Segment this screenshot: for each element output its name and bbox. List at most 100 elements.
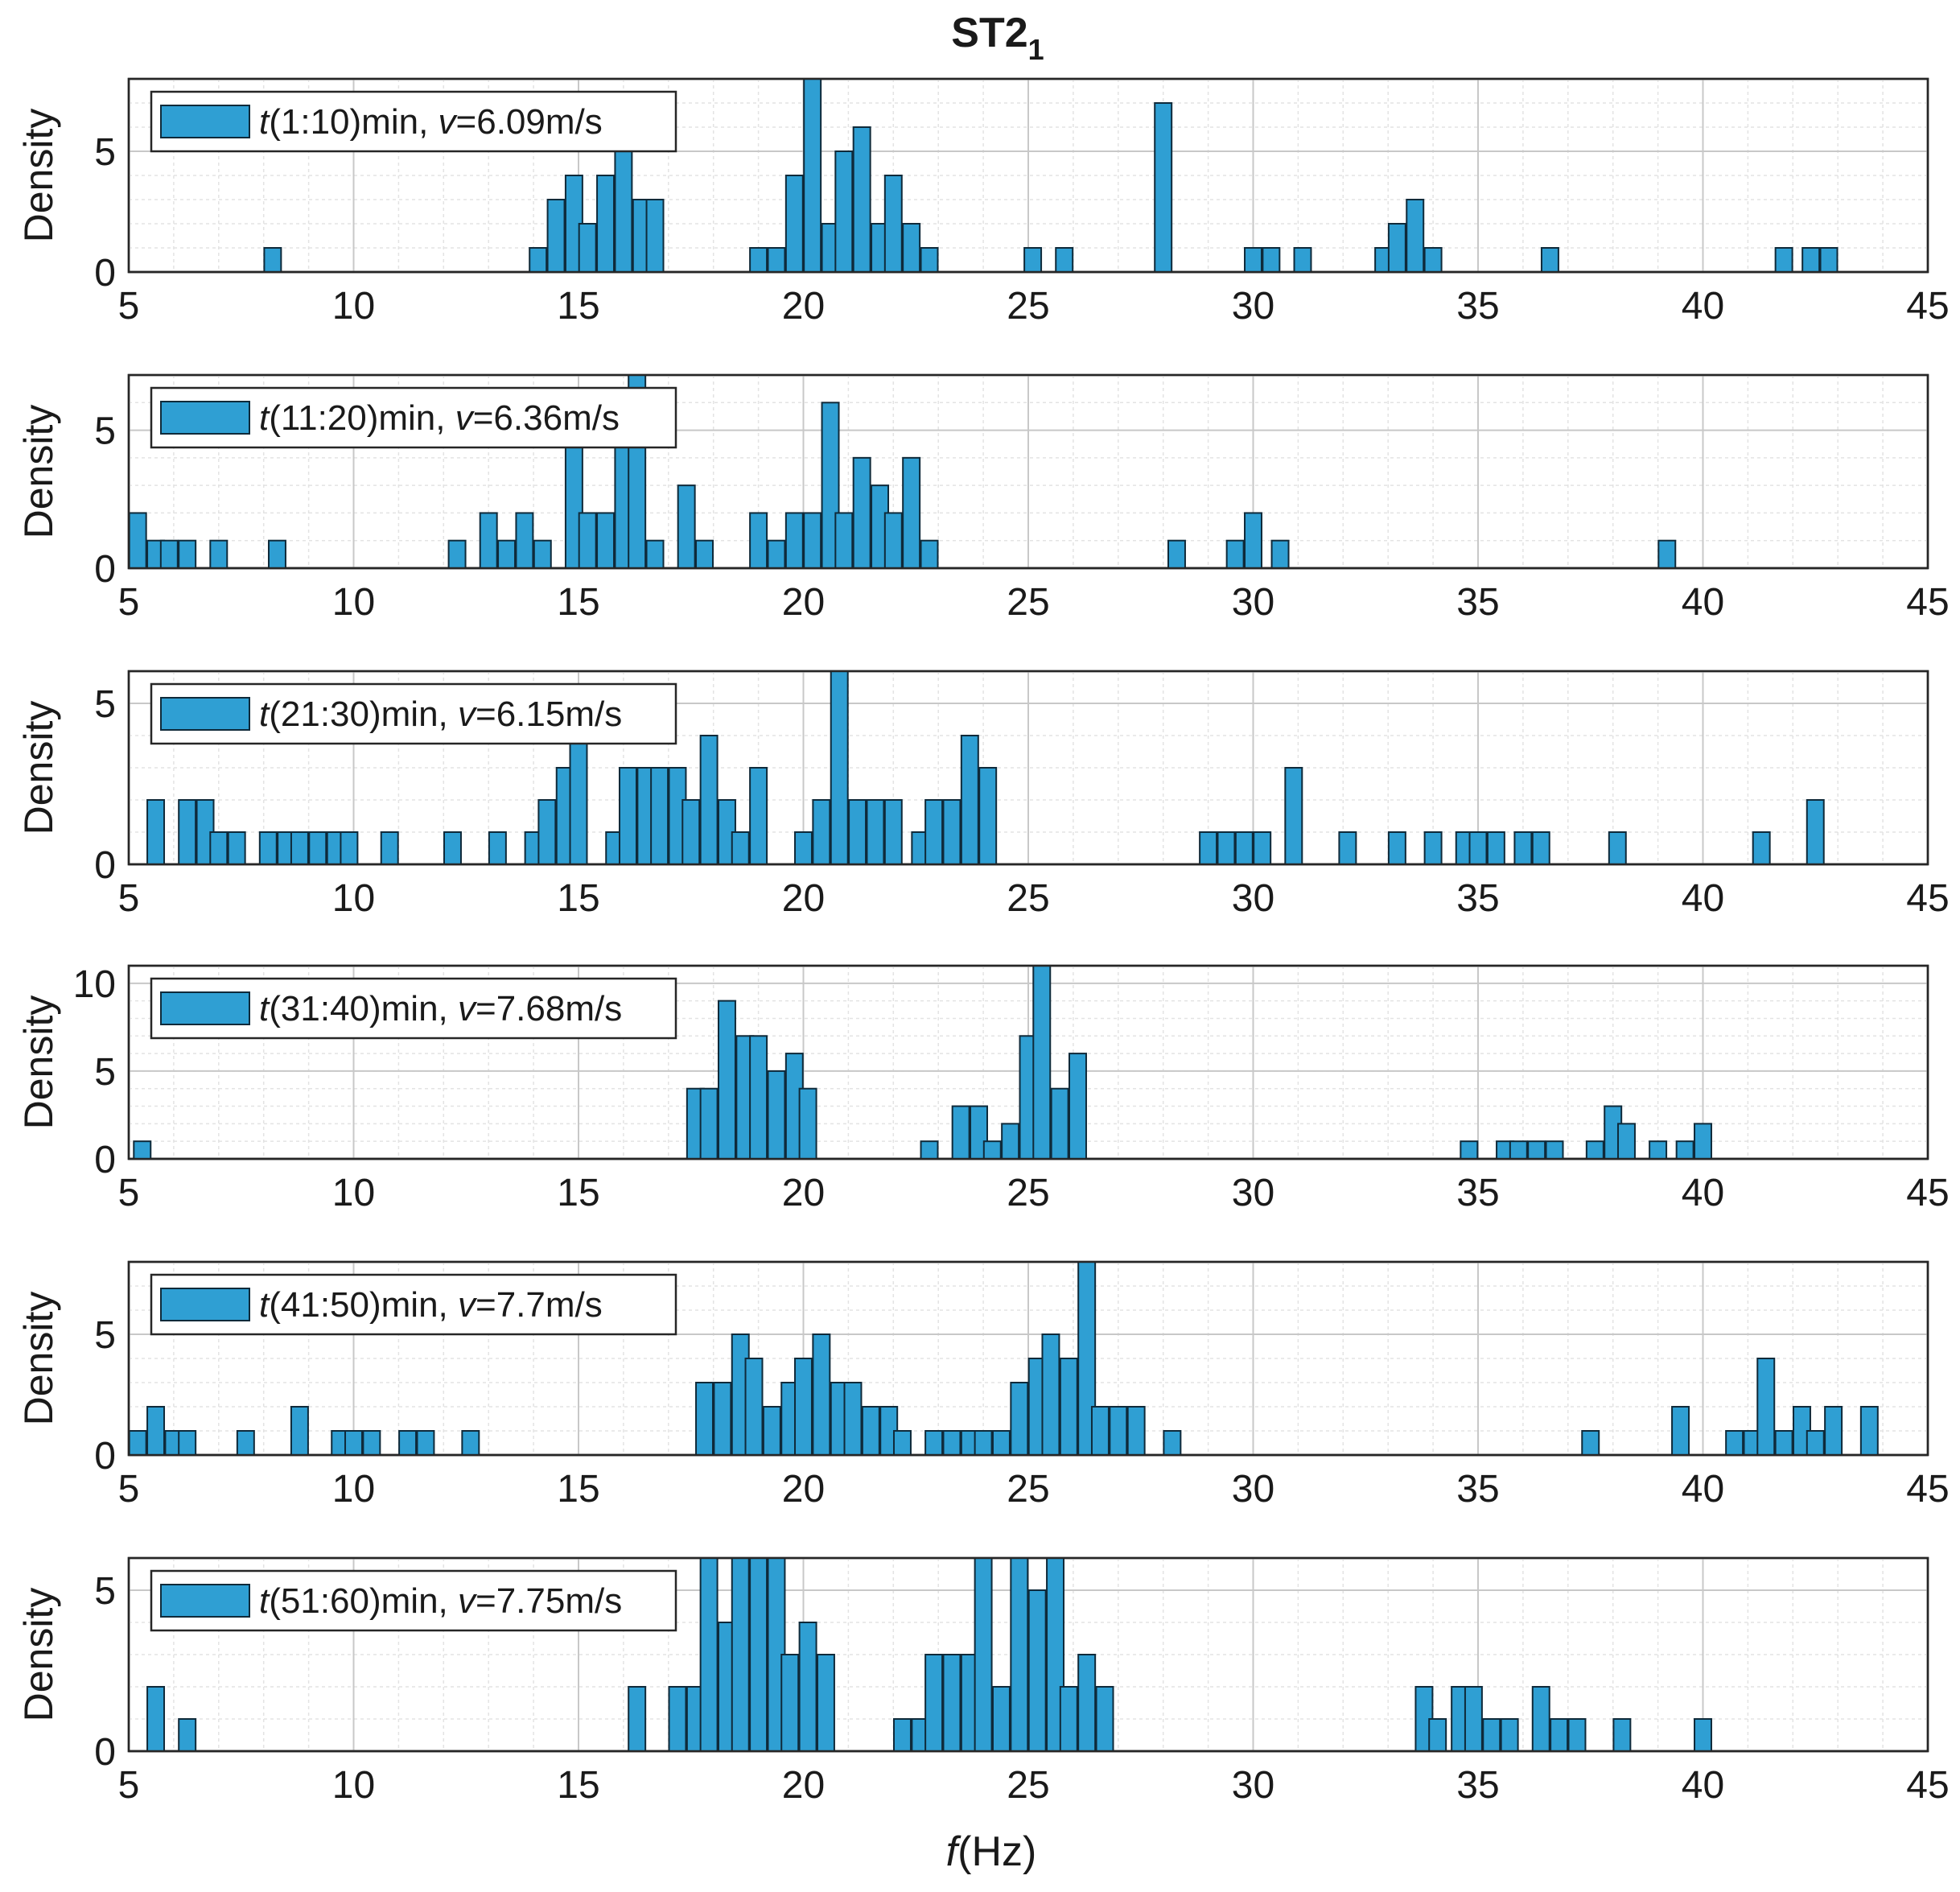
- histogram-bar: [924, 1654, 944, 1752]
- histogram-bar: [209, 831, 229, 865]
- histogram-bar: [668, 1686, 687, 1752]
- histogram-bar: [133, 1140, 152, 1160]
- histogram-bar: [267, 539, 286, 570]
- histogram-bar: [883, 175, 903, 273]
- y-tick-label: 5: [94, 131, 116, 174]
- histogram-bar: [236, 1430, 255, 1456]
- x-tick-label: 45: [1906, 1764, 1949, 1807]
- histogram-bar: [1428, 1718, 1447, 1752]
- histogram-bar: [461, 1430, 480, 1456]
- histogram-bar: [1756, 1358, 1776, 1456]
- histogram-bar: [128, 1430, 147, 1456]
- histogram-bar: [1649, 1140, 1668, 1160]
- histogram-bar: [178, 539, 197, 570]
- x-tick-label: 25: [1007, 285, 1049, 328]
- plot-frame: [127, 670, 1929, 866]
- x-tick-label: 10: [332, 1468, 375, 1511]
- histogram-bar: [1406, 199, 1425, 273]
- histogram-bar: [744, 1358, 764, 1456]
- y-tick-label: 0: [94, 1435, 116, 1478]
- x-tick-label: 35: [1456, 1172, 1499, 1214]
- histogram-bar: [290, 1406, 309, 1456]
- legend-velocity-value: =6.15m/s: [476, 695, 622, 734]
- x-tick-label: 10: [332, 877, 375, 920]
- legend-velocity-value: =7.68m/s: [476, 989, 622, 1028]
- x-tick-label: 35: [1456, 581, 1499, 624]
- legend-velocity-symbol: v: [439, 102, 459, 142]
- histogram-bar: [1657, 539, 1677, 570]
- legend-label: t(41:50)min, v=7.7m/s: [259, 1285, 603, 1325]
- histogram-bar: [830, 670, 849, 865]
- y-tick-label: 0: [94, 1139, 116, 1181]
- histogram-bar: [1540, 247, 1559, 273]
- histogram-bar: [924, 799, 944, 865]
- histogram-bar: [1001, 1123, 1020, 1160]
- histogram-bar: [794, 1358, 813, 1456]
- histogram-bar: [1225, 539, 1245, 570]
- histogram-bar: [960, 735, 979, 865]
- histogram-bar: [1531, 1686, 1550, 1752]
- histogram-bar: [1482, 1718, 1501, 1752]
- histogram-bar: [861, 1406, 880, 1456]
- histogram-bar: [1694, 1123, 1712, 1160]
- legend-box: [150, 386, 677, 449]
- histogram-bar: [1244, 512, 1262, 570]
- histogram-bar: [515, 512, 534, 570]
- histogram-bar: [892, 1430, 912, 1456]
- histogram-bar: [178, 1430, 197, 1456]
- x-tick-label: 20: [782, 1764, 825, 1807]
- histogram-bar: [767, 1070, 786, 1160]
- histogram-bar: [263, 247, 282, 273]
- x-tick-label: 40: [1682, 1172, 1724, 1214]
- y-tick-label: 5: [94, 683, 116, 726]
- x-tick-label: 10: [332, 1172, 375, 1214]
- x-tick-label: 40: [1682, 285, 1724, 328]
- legend-swatch: [160, 105, 250, 138]
- histogram-bar: [416, 1430, 435, 1456]
- histogram-bar: [749, 767, 768, 865]
- histogram-bar: [1154, 102, 1173, 273]
- histogram-bar: [1531, 831, 1550, 865]
- x-tick-label: 10: [332, 1764, 375, 1807]
- histogram-bar: [398, 1430, 418, 1456]
- x-tick-label: 15: [557, 1172, 599, 1214]
- histogram-bar: [537, 799, 557, 865]
- histogram-bar: [1387, 223, 1406, 273]
- x-tick-label: 20: [782, 1468, 825, 1511]
- y-axis-label: Density: [16, 995, 61, 1130]
- x-tick-label: 20: [782, 1172, 825, 1214]
- histogram-bar: [1055, 247, 1074, 273]
- histogram-bar: [1217, 831, 1236, 865]
- histogram-bar: [717, 1000, 736, 1160]
- x-tick-label: 10: [332, 581, 375, 624]
- x-tick-label: 35: [1456, 285, 1499, 328]
- x-tick-label: 30: [1232, 285, 1274, 328]
- histogram-bar: [645, 539, 665, 570]
- histogram-bar: [628, 1686, 647, 1752]
- histogram-bar: [290, 831, 309, 865]
- histogram-bar: [991, 1686, 1011, 1752]
- y-axis-label: Density: [16, 1292, 61, 1426]
- histogram-bar: [816, 1654, 835, 1752]
- histogram-bar: [1199, 831, 1218, 865]
- x-tick-label: 15: [557, 877, 599, 920]
- histogram-bar: [1023, 247, 1043, 273]
- histogram-bar: [852, 126, 871, 273]
- legend-velocity-symbol: v: [458, 695, 478, 734]
- figure-title: ST21: [951, 10, 1044, 66]
- legend-box: [150, 977, 677, 1040]
- histogram-bar: [784, 175, 804, 273]
- x-tick-label: 45: [1906, 285, 1949, 328]
- y-tick-label: 0: [94, 252, 116, 295]
- legend-label: t(51:60)min, v=7.75m/s: [259, 1581, 622, 1621]
- histogram-bar: [942, 1430, 961, 1456]
- legend-box: [150, 90, 677, 153]
- histogram-bar: [308, 831, 327, 865]
- histogram-bar: [146, 1406, 166, 1456]
- histogram-bar: [1824, 1406, 1843, 1456]
- histogram-bar: [1806, 1430, 1825, 1456]
- y-tick-label: 5: [94, 410, 116, 453]
